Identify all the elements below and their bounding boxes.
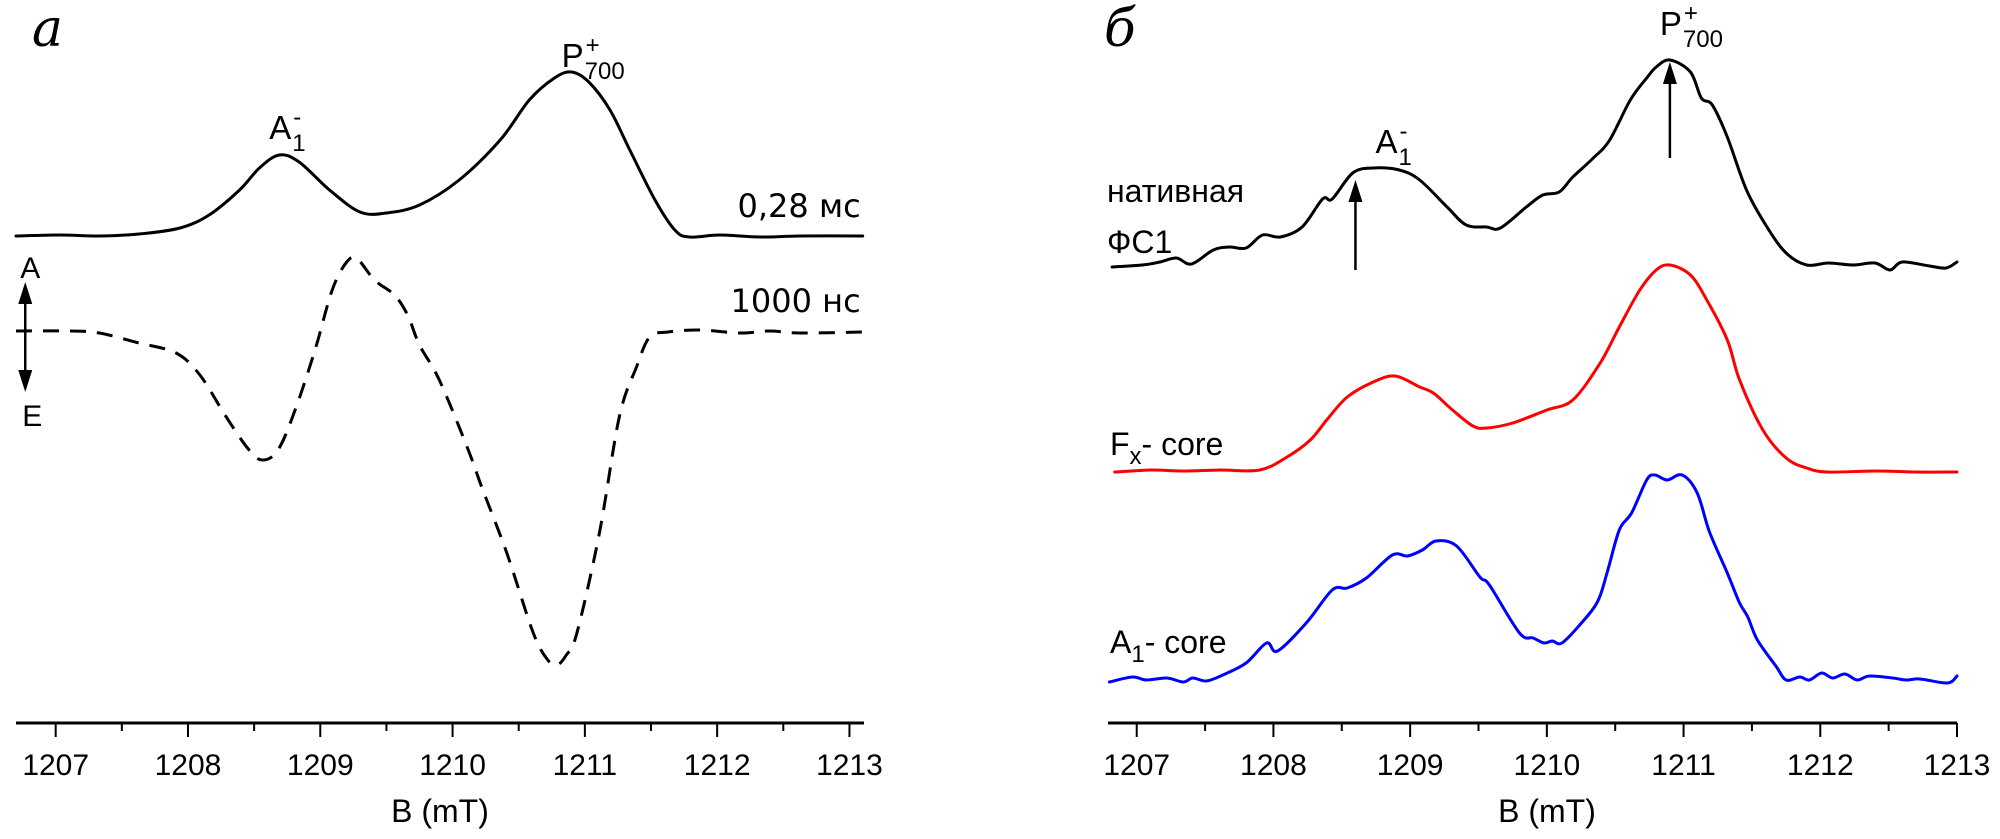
x-tick-label: 1212 [1787, 749, 1854, 782]
x-axis-title-panel-a: B (mT) [391, 793, 489, 829]
arrow-up-icon [1662, 62, 1677, 84]
peak-label-p700: P+ 700 [1660, 0, 1723, 53]
x-tick-label: 1211 [1651, 749, 1716, 782]
x-axis-title-panel-b: B (mT) [1498, 793, 1596, 829]
panel-b: б 1207 1208 1209 1210 1211 1212 1213 B (mT) A-… [1103, 0, 1990, 829]
time-label: 1000 нс [731, 282, 861, 320]
x-axis-panel-a: 1207 1208 1209 1210 1211 1212 1213 [16, 721, 883, 782]
x-axis-panel-b: 1207 1208 1209 1210 1211 1212 1213 [1103, 721, 1991, 782]
x-tick-label: 1207 [1103, 749, 1170, 782]
panel-a: a 1207 1208 1209 1210 1211 1212 1213 B (mT) A-… [14, 0, 883, 829]
trace-label-a1-core: A1- core [1110, 624, 1227, 668]
trace-нативная-фс1 [1110, 58, 1959, 272]
x-tick-label: 1207 [22, 749, 89, 782]
trace-label-fx-core: Fx- core [1110, 426, 1223, 470]
trace-label-native-line1: нативная [1107, 173, 1244, 209]
traces-panel-b [1107, 58, 1959, 685]
peak-label-p700: P+ 700 [562, 32, 625, 85]
peak-label-a1: A-1 [1376, 118, 1412, 171]
arrow-up-icon [18, 282, 33, 304]
arrow-down-icon [18, 370, 33, 392]
absorption-label: A [20, 252, 40, 285]
trace-fx-core [1113, 263, 1959, 474]
trace-a1-core [1107, 473, 1959, 685]
x-tick-label: 1209 [1377, 749, 1444, 782]
trace-1000-нс [15, 255, 863, 667]
panel-letter-a: a [32, 0, 63, 59]
peak-label-a1: A-1 [269, 104, 305, 157]
annotations-panel-b: A-1 P+ 700 нативная ФС1 Fx- core A1- core [1107, 0, 1723, 668]
time-label: 0,28 мс [738, 187, 861, 225]
x-tick-label: 1212 [684, 749, 751, 782]
x-tick-label: 1209 [287, 749, 354, 782]
trace-label-native-line2: ФС1 [1107, 224, 1172, 260]
trace-0-28-мс [14, 70, 865, 239]
x-tick-label: 1210 [419, 749, 486, 782]
x-tick-label: 1208 [155, 749, 222, 782]
x-tick-label: 1213 [1924, 749, 1991, 782]
x-tick-label: 1208 [1240, 749, 1307, 782]
x-tick-label: 1213 [816, 749, 883, 782]
x-tick-label: 1210 [1513, 749, 1580, 782]
x-tick-label: 1211 [553, 749, 618, 782]
emission-label: E [22, 400, 42, 433]
panel-letter-b: б [1104, 0, 1136, 59]
traces-panel-a [14, 70, 865, 667]
annotations-panel-a: A-1 P+ 700 0,28 мс 1000 нс A E [16, 32, 861, 433]
arrow-up-icon [1348, 180, 1363, 202]
